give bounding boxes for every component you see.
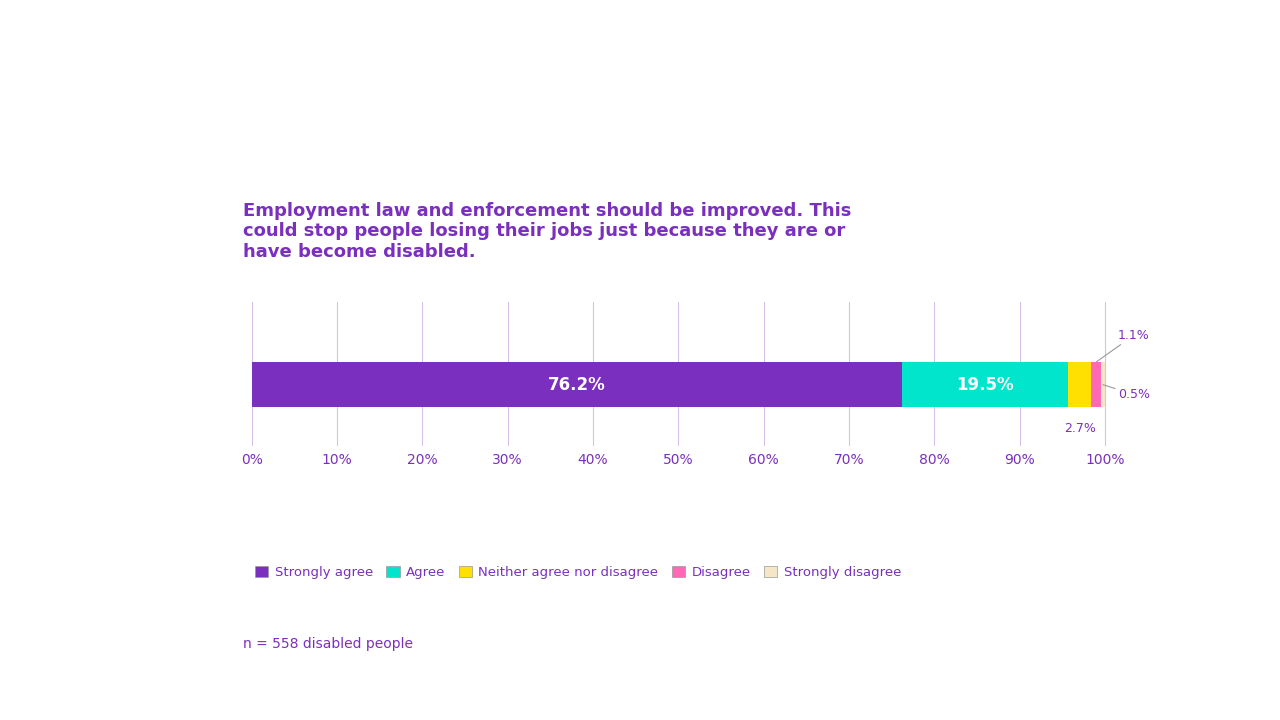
Bar [1092, 362, 1101, 408]
Bar [1101, 362, 1105, 408]
Text: 2.7%: 2.7% [1064, 422, 1096, 435]
Text: n = 558 disabled people: n = 558 disabled people [243, 637, 413, 651]
Bar [1069, 362, 1092, 408]
Bar [902, 362, 1069, 408]
Text: Employment law and enforcement should be improved. This
could stop people losing: Employment law and enforcement should be… [243, 202, 851, 261]
Legend: Strongly agree, Agree, Neither agree nor disagree, Disagree, Strongly disagree: Strongly agree, Agree, Neither agree nor… [250, 561, 906, 585]
Text: 1.1%: 1.1% [1096, 329, 1149, 362]
Text: 0.5%: 0.5% [1103, 384, 1149, 401]
Bar [252, 362, 902, 408]
Text: 76.2%: 76.2% [548, 376, 605, 394]
Text: 19.5%: 19.5% [956, 376, 1014, 394]
